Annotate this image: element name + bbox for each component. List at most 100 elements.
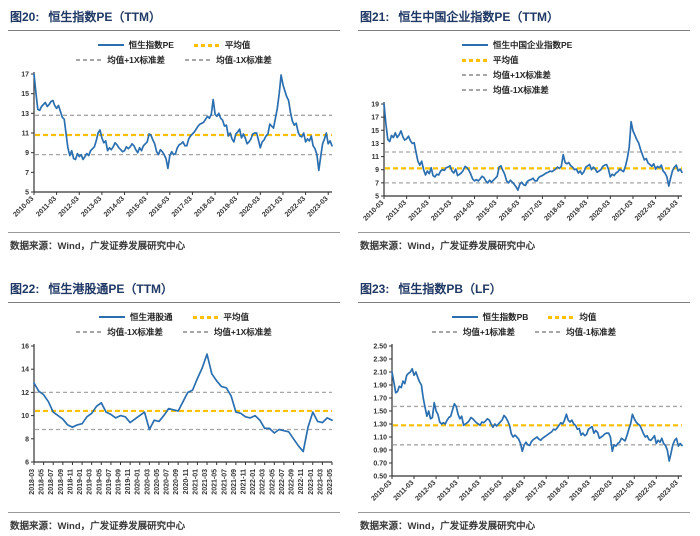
legend-item: 均值+1X标准差 [462, 69, 551, 81]
figure-number: 图22: [10, 282, 40, 296]
legend-line-swatch [451, 315, 478, 319]
series-line [383, 103, 683, 191]
series-line [33, 353, 333, 453]
svg-text:2023-03: 2023-03 [657, 479, 680, 502]
chart-fig22: 6 8 10 12 14 16 2018-03 2018-05 2018-07 2018-09 20… [8, 340, 340, 510]
source-block: 数据来源：Wind，广发证券发展研究中心 [8, 232, 340, 252]
svg-text:2018-07: 2018-07 [48, 469, 55, 495]
svg-text:2013-03: 2013-03 [436, 479, 459, 502]
y-axis: 0.50 0.70 0.90 1.10 1.30 1.50 1.70 1.90 2.10 2.30… [373, 344, 393, 481]
svg-text:2023-03: 2023-03 [307, 195, 330, 218]
svg-text:2021-03: 2021-03 [202, 469, 209, 495]
svg-text:2019-03: 2019-03 [569, 479, 592, 502]
svg-text:2010-03: 2010-03 [370, 479, 393, 502]
svg-text:2022-01: 2022-01 [250, 469, 257, 495]
svg-text:2015-03: 2015-03 [475, 199, 498, 222]
svg-text:15: 15 [371, 128, 379, 135]
svg-text:2017-03: 2017-03 [521, 199, 544, 222]
svg-text:1.70: 1.70 [373, 396, 387, 403]
svg-text:2022-07: 2022-07 [279, 469, 286, 495]
series-line [391, 367, 683, 462]
legend-label: 平均值 [224, 40, 251, 50]
legend-line-swatch [98, 315, 125, 319]
figure-title-text: 恒生港股通PE（TTM） [48, 282, 174, 296]
figure-title: 图21: 恒生中国企业指数PE（TTM） [358, 6, 690, 28]
svg-text:2020-07: 2020-07 [164, 469, 171, 495]
source-text: 数据来源：Wind，广发证券发展研究中心 [10, 241, 186, 252]
svg-text:1.30: 1.30 [373, 422, 387, 429]
svg-text:2017-03: 2017-03 [524, 479, 547, 502]
figure-title-text: 恒生指数PB（LF） [398, 282, 502, 296]
svg-text:2010-03: 2010-03 [362, 199, 385, 222]
svg-text:2011-03: 2011-03 [385, 199, 408, 222]
legend-row: 均值+1X标准差 均值-1X标准差 [8, 54, 340, 66]
legend-item: 均值+1标准差 [431, 326, 515, 338]
figure-title: 图22: 恒生港股通PE（TTM） [8, 278, 340, 300]
source-rule [8, 512, 340, 513]
legend-dash-swatch [535, 330, 562, 334]
source-block: 数据来源：Wind，广发证券发展研究中心 [358, 512, 690, 532]
svg-text:2021-07: 2021-07 [221, 469, 228, 495]
title-rule [8, 30, 340, 31]
legend-row: 恒生指数PB 均值 [358, 311, 690, 323]
chart-fig21: 5 7 9 11 13 15 17 19 2010-03 2011-03 2012-03 2013-0… [358, 98, 690, 230]
svg-text:2023-01: 2023-01 [308, 469, 315, 495]
figure-title-text: 恒生指数PE（TTM） [48, 10, 162, 24]
line-chart: 0.50 0.70 0.90 1.10 1.30 1.50 1.70 1.90 2.10 2.30… [370, 344, 683, 503]
legend-item: 均值 [548, 311, 596, 323]
svg-text:2018-03: 2018-03 [29, 469, 36, 495]
svg-text:2012-03: 2012-03 [414, 479, 437, 502]
svg-text:0.90: 0.90 [373, 448, 387, 455]
source-text: 数据来源：Wind，广发证券发展研究中心 [360, 521, 536, 532]
svg-text:9: 9 [375, 167, 379, 174]
svg-text:2.30: 2.30 [373, 357, 387, 364]
svg-text:2011-03: 2011-03 [393, 479, 416, 502]
legend-row: 均值-1X标准差 [462, 84, 549, 96]
source-rule [358, 232, 690, 233]
legend-row: 均值+1X标准差 [462, 69, 551, 81]
figure-title-text: 恒生中国企业指数PE（TTM） [398, 10, 560, 24]
svg-text:2020-03: 2020-03 [144, 469, 151, 495]
legend-label: 均值+1X标准差 [107, 55, 166, 65]
svg-text:6: 6 [25, 460, 29, 467]
figure-number: 图23: [360, 282, 390, 296]
svg-text:2013-03: 2013-03 [80, 195, 103, 218]
svg-text:2023-05: 2023-05 [327, 469, 334, 495]
legend-dash-swatch [76, 330, 103, 334]
svg-text:1.90: 1.90 [373, 383, 387, 390]
svg-text:2022-03: 2022-03 [284, 195, 307, 218]
y-axis: 5 7 9 11 13 15 17 19 [371, 102, 385, 201]
svg-text:2019-01: 2019-01 [77, 469, 84, 495]
svg-text:2023-03: 2023-03 [657, 199, 680, 222]
svg-text:2020-03: 2020-03 [589, 199, 612, 222]
svg-text:2.10: 2.10 [373, 370, 387, 377]
title-rule [358, 302, 690, 303]
svg-text:0.70: 0.70 [373, 461, 387, 468]
svg-text:2014-03: 2014-03 [458, 479, 481, 502]
legend-label: 平均值 [493, 55, 519, 65]
legend-label: 均值-1X标准差 [493, 85, 549, 95]
legend-item: 恒生港股通 [98, 311, 173, 323]
figure-title: 图23: 恒生指数PB（LF） [358, 278, 690, 300]
svg-text:16: 16 [21, 344, 29, 351]
legend-item: 恒生指数PE [97, 39, 174, 51]
legend-item: 平均值 [462, 54, 519, 66]
svg-text:2019-11: 2019-11 [125, 469, 132, 494]
legend-row: 平均值 [462, 54, 519, 66]
svg-text:17: 17 [371, 115, 379, 122]
legend-item: 均值-1标准差 [535, 326, 616, 338]
series-line [33, 73, 333, 172]
legend-row: 恒生中国企业指数PE [462, 39, 572, 51]
panel-fig21: 图21: 恒生中国企业指数PE（TTM） 恒生中国企业指数PE 平均值均值+1X标… [350, 0, 700, 268]
legend-line-swatch [97, 43, 124, 47]
panel-fig20: 图20: 恒生指数PE（TTM） 恒生指数PE 平均值 均值+1X标准差 均值-1X标… [0, 0, 350, 268]
legend-row: 恒生港股通 平均值 [8, 311, 340, 323]
title-rule [358, 30, 690, 31]
legend: 恒生中国企业指数PE 平均值均值+1X标准差均值-1X标准差 [358, 39, 690, 96]
legend-label: 均值-1X标准差 [216, 55, 272, 65]
svg-text:7: 7 [25, 170, 29, 177]
y-axis: 5 7 9 11 13 15 17 [21, 72, 35, 197]
legend-label: 均值+1X标准差 [213, 327, 272, 337]
